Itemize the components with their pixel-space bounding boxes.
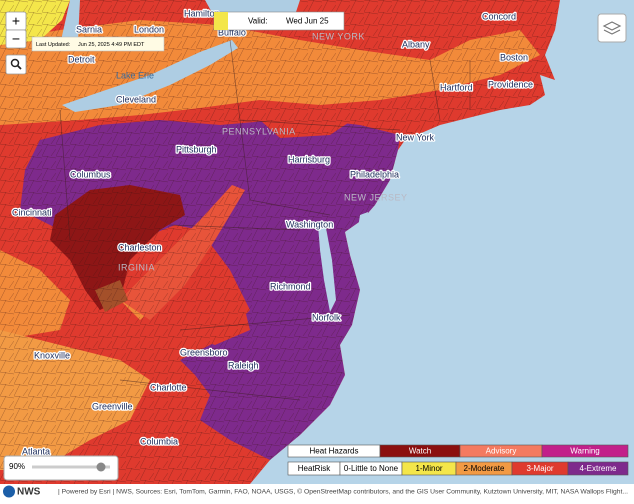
legend-title: HeatRisk <box>298 464 331 473</box>
place-label: Providence <box>488 79 533 89</box>
attribution-bar <box>0 484 634 499</box>
state-label: PENNSYLVANIA <box>222 126 296 136</box>
lake-erie <box>62 40 238 112</box>
state-border <box>59 39 471 401</box>
slider-knob[interactable] <box>96 462 106 472</box>
place-label: Hamilton <box>184 8 220 18</box>
place-label: Hartford <box>440 82 473 92</box>
zoom-in[interactable]: + <box>12 13 20 29</box>
place-label: Washington <box>286 219 333 229</box>
state-label: IRGINIA <box>118 262 155 272</box>
button-bg <box>5 54 27 75</box>
place-label: London <box>134 24 164 34</box>
place-label: Cleveland <box>116 94 156 104</box>
opacity-slider[interactable]: 90% <box>3 455 119 481</box>
atlantic-ocean <box>250 0 634 484</box>
place-label: Harrisburg <box>288 154 330 164</box>
legend-item: 2-Moderate <box>464 464 505 473</box>
place-label: Charleston <box>118 242 162 252</box>
legend-item: Warning <box>570 447 600 456</box>
search-icon <box>10 58 20 68</box>
search-button[interactable] <box>5 54 27 75</box>
button-bg <box>5 29 27 49</box>
legend-swatch <box>541 444 629 458</box>
place-label: Greensboro <box>180 347 228 357</box>
legend-item: 3-Major <box>526 464 553 473</box>
nws-logo <box>3 485 15 498</box>
zoom-out-button[interactable]: − <box>5 29 27 49</box>
state-label: NEW YORK <box>312 31 365 41</box>
logo-text: NWS <box>17 487 41 498</box>
legend-item: 4-Extreme <box>580 464 617 473</box>
legend: Heat Hazards Watch Advisory Warning Heat… <box>287 444 629 476</box>
legend-title: Heat Hazards <box>310 447 359 456</box>
place-label: Cincinnati <box>12 207 52 217</box>
legend-item: 0-Little to None <box>344 464 399 473</box>
place-label: Atlanta <box>22 446 50 456</box>
delaware-bay <box>358 212 368 230</box>
place-label: Albany <box>402 39 430 49</box>
map[interactable] <box>0 0 634 484</box>
valid-flag <box>214 12 228 30</box>
layers-button[interactable] <box>597 13 627 43</box>
search-icon <box>16 64 22 70</box>
place-label: Detroit <box>68 54 95 64</box>
button-bg <box>597 13 627 43</box>
place-label: Norfolk <box>312 312 341 322</box>
place-label: Raleigh <box>228 360 259 370</box>
legend-item: Advisory <box>486 447 517 456</box>
place-label: Philadelphia <box>350 169 399 179</box>
place-label: Concord <box>482 11 516 21</box>
place-label: Columbus <box>70 169 111 179</box>
last-updated-label: Last Updated: <box>36 42 71 48</box>
state-label: NEW JERSEY <box>344 192 408 202</box>
zoom-in-button[interactable]: + <box>5 11 27 31</box>
opacity-value: 90% <box>9 462 25 471</box>
place-label: Boston <box>500 52 528 62</box>
place-label: New York <box>396 132 435 142</box>
chesapeake-bay <box>318 225 336 312</box>
place-label: Columbia <box>140 436 178 446</box>
last-updated-box <box>31 36 165 52</box>
layers-icon <box>602 21 622 35</box>
place-label: Charlotte <box>150 382 187 392</box>
place-label: Sarnia <box>76 24 102 34</box>
water-label: Lake Erie <box>116 70 154 80</box>
last-updated-value: Jun 25, 2025 4:49 PM EDT <box>78 42 145 48</box>
attribution: | Powered by Esri | NWS, Sources: Esri, … <box>58 488 628 496</box>
place-label: Greenville <box>92 401 133 411</box>
legend-item: Watch <box>409 447 431 456</box>
place-label: Knoxville <box>34 350 70 360</box>
valid-label: Valid: <box>248 17 267 26</box>
place-label: Pittsburgh <box>176 144 217 154</box>
legend-item: 1-Minor <box>415 464 442 473</box>
legend-swatch <box>567 461 629 476</box>
valid-value: Wed Jun 25 <box>286 17 329 26</box>
zoom-out[interactable]: − <box>12 31 20 47</box>
place-label: Richmond <box>270 281 311 291</box>
